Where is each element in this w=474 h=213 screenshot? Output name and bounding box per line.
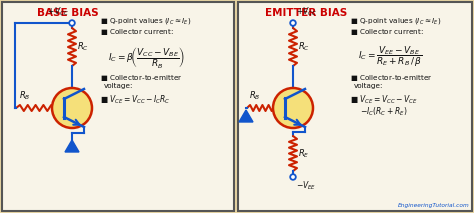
Text: BASE BIAS: BASE BIAS <box>37 8 99 18</box>
Circle shape <box>290 20 296 26</box>
Text: $R_B$: $R_B$ <box>19 89 30 102</box>
Text: $R_B$: $R_B$ <box>249 89 261 102</box>
Text: $\blacksquare$ Collector current:: $\blacksquare$ Collector current: <box>100 27 174 37</box>
Text: $R_E$: $R_E$ <box>298 147 310 160</box>
Text: $\blacksquare$ Collector current:: $\blacksquare$ Collector current: <box>350 27 424 37</box>
Text: $+V_{CC}$: $+V_{CC}$ <box>296 6 317 18</box>
Text: EngineeringTutorial.com: EngineeringTutorial.com <box>398 203 470 208</box>
Text: $+\,V_{CC}$: $+\,V_{CC}$ <box>47 6 69 18</box>
FancyBboxPatch shape <box>238 2 472 211</box>
Text: $R_C$: $R_C$ <box>298 41 310 53</box>
Circle shape <box>52 88 92 128</box>
Circle shape <box>69 20 75 26</box>
Text: $R_C$: $R_C$ <box>77 41 89 53</box>
Text: $I_C = \dfrac{V_{EE}-V_{BE}}{R_E + R_B\,/\,\beta}$: $I_C = \dfrac{V_{EE}-V_{BE}}{R_E + R_B\,… <box>358 45 422 69</box>
Text: $\blacksquare$ Q-point values ($I_C \approx I_E$): $\blacksquare$ Q-point values ($I_C \app… <box>100 16 191 26</box>
Text: $-V_{EE}$: $-V_{EE}$ <box>296 180 316 193</box>
Text: $\blacksquare$ Q-point values ($I_C \approx I_E$): $\blacksquare$ Q-point values ($I_C \app… <box>350 16 441 26</box>
Text: $\blacksquare\;V_{CE} = V_{CC}-V_{CE}$: $\blacksquare\;V_{CE} = V_{CC}-V_{CE}$ <box>350 94 418 106</box>
Text: EMITTER BIAS: EMITTER BIAS <box>265 8 347 18</box>
Polygon shape <box>239 110 253 122</box>
Text: voltage:: voltage: <box>354 83 383 89</box>
Text: voltage:: voltage: <box>104 83 134 89</box>
Text: $\blacksquare$ Collector-to-emitter: $\blacksquare$ Collector-to-emitter <box>350 73 433 83</box>
Circle shape <box>273 88 313 128</box>
Circle shape <box>290 174 296 180</box>
FancyBboxPatch shape <box>2 2 234 211</box>
Text: $\blacksquare$ Collector-to-emitter: $\blacksquare$ Collector-to-emitter <box>100 73 182 83</box>
Text: $I_C = \beta\!\left(\dfrac{V_{CC}-V_{BE}}{R_B}\right)$: $I_C = \beta\!\left(\dfrac{V_{CC}-V_{BE}… <box>108 45 185 70</box>
Text: $\blacksquare\;V_{CE} = V_{CC}-I_C R_C$: $\blacksquare\;V_{CE} = V_{CC}-I_C R_C$ <box>100 94 171 106</box>
Text: $-I_C(R_C+R_E)$: $-I_C(R_C+R_E)$ <box>360 106 408 118</box>
Polygon shape <box>65 140 79 152</box>
